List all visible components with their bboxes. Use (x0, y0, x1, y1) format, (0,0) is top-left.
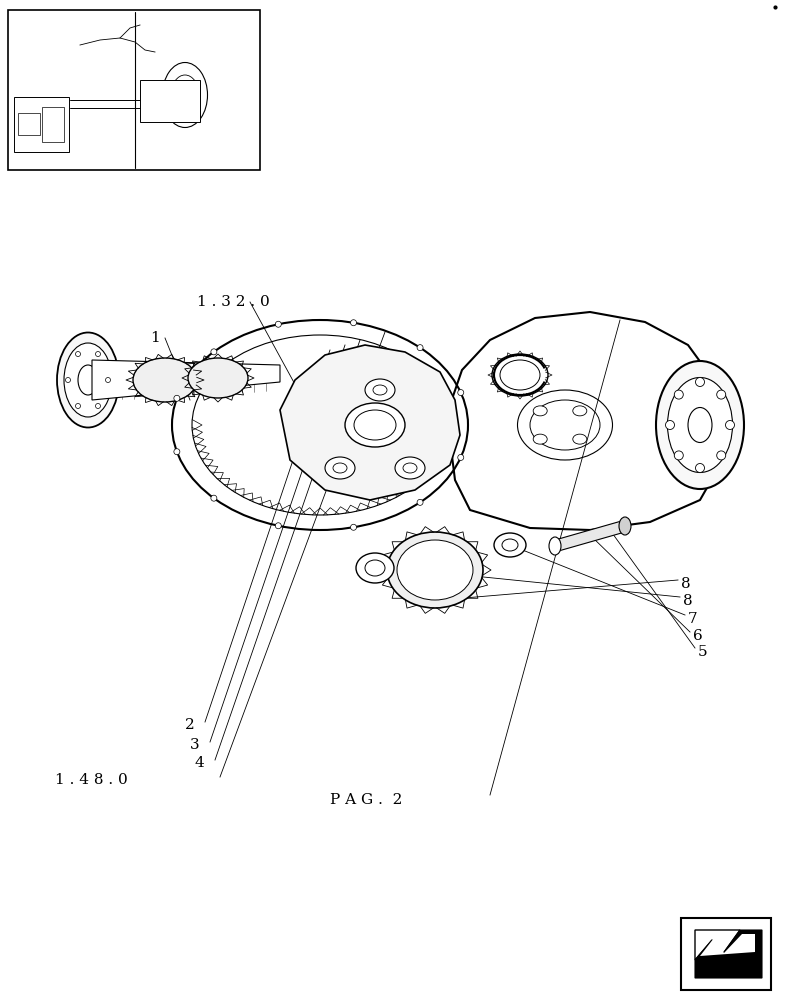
Circle shape (726, 420, 734, 430)
Ellipse shape (573, 406, 587, 416)
Ellipse shape (64, 343, 112, 417)
Circle shape (458, 454, 464, 460)
Ellipse shape (667, 377, 733, 473)
Circle shape (351, 524, 356, 530)
Ellipse shape (549, 537, 561, 555)
Ellipse shape (500, 360, 540, 390)
Text: 6: 6 (693, 629, 703, 643)
Text: 5: 5 (698, 645, 708, 659)
Circle shape (458, 390, 464, 396)
Circle shape (211, 495, 217, 501)
FancyBboxPatch shape (14, 97, 69, 152)
Circle shape (417, 499, 423, 505)
Polygon shape (92, 360, 280, 400)
Polygon shape (280, 345, 460, 500)
Circle shape (65, 377, 70, 382)
Text: 1 . 3 2 . 0: 1 . 3 2 . 0 (197, 295, 269, 309)
Ellipse shape (494, 533, 526, 557)
Polygon shape (555, 520, 625, 552)
Text: 7: 7 (688, 612, 697, 626)
Ellipse shape (533, 434, 547, 444)
Ellipse shape (78, 365, 98, 395)
Circle shape (76, 403, 80, 408)
Circle shape (275, 523, 281, 529)
Ellipse shape (133, 358, 197, 402)
Text: 3: 3 (190, 738, 199, 752)
Circle shape (666, 420, 675, 430)
Circle shape (675, 451, 683, 460)
Ellipse shape (333, 463, 347, 473)
Circle shape (106, 377, 110, 382)
Circle shape (76, 352, 80, 357)
Circle shape (275, 321, 281, 327)
Text: 1 . 4 8 . 0: 1 . 4 8 . 0 (55, 773, 128, 787)
Circle shape (717, 451, 726, 460)
Ellipse shape (365, 560, 385, 576)
Ellipse shape (502, 539, 518, 551)
Ellipse shape (171, 75, 199, 115)
Ellipse shape (573, 434, 587, 444)
Polygon shape (695, 930, 740, 960)
Circle shape (717, 390, 726, 399)
Circle shape (696, 464, 704, 473)
Circle shape (95, 403, 101, 408)
Circle shape (211, 349, 217, 355)
Circle shape (174, 395, 180, 401)
Circle shape (696, 377, 704, 386)
Bar (681, 918, 771, 990)
FancyBboxPatch shape (140, 80, 200, 122)
Ellipse shape (188, 358, 248, 398)
Ellipse shape (345, 403, 405, 447)
Bar (8, 10, 260, 170)
Circle shape (95, 352, 101, 357)
Text: 1: 1 (150, 331, 160, 345)
Ellipse shape (492, 354, 548, 396)
Polygon shape (690, 925, 762, 985)
Ellipse shape (325, 457, 355, 479)
FancyBboxPatch shape (42, 107, 64, 142)
Text: 4: 4 (195, 756, 205, 770)
Text: 8: 8 (683, 594, 693, 608)
Polygon shape (700, 952, 755, 974)
Ellipse shape (395, 457, 425, 479)
Ellipse shape (57, 332, 119, 428)
Text: 2: 2 (185, 718, 195, 732)
Circle shape (675, 390, 683, 399)
Ellipse shape (533, 406, 547, 416)
Ellipse shape (656, 361, 744, 489)
Ellipse shape (619, 517, 631, 535)
Ellipse shape (354, 410, 396, 440)
Ellipse shape (403, 463, 417, 473)
Ellipse shape (373, 385, 387, 395)
Text: P A G .  2: P A G . 2 (330, 793, 403, 807)
Ellipse shape (397, 540, 473, 600)
Ellipse shape (387, 532, 483, 608)
Circle shape (174, 449, 180, 455)
Ellipse shape (162, 62, 207, 127)
Ellipse shape (356, 553, 394, 583)
Ellipse shape (365, 379, 395, 401)
Circle shape (417, 345, 423, 351)
FancyBboxPatch shape (18, 113, 40, 135)
Text: 8: 8 (681, 577, 690, 591)
Circle shape (351, 320, 356, 326)
Polygon shape (695, 930, 762, 978)
Ellipse shape (688, 408, 712, 442)
Polygon shape (700, 934, 755, 974)
